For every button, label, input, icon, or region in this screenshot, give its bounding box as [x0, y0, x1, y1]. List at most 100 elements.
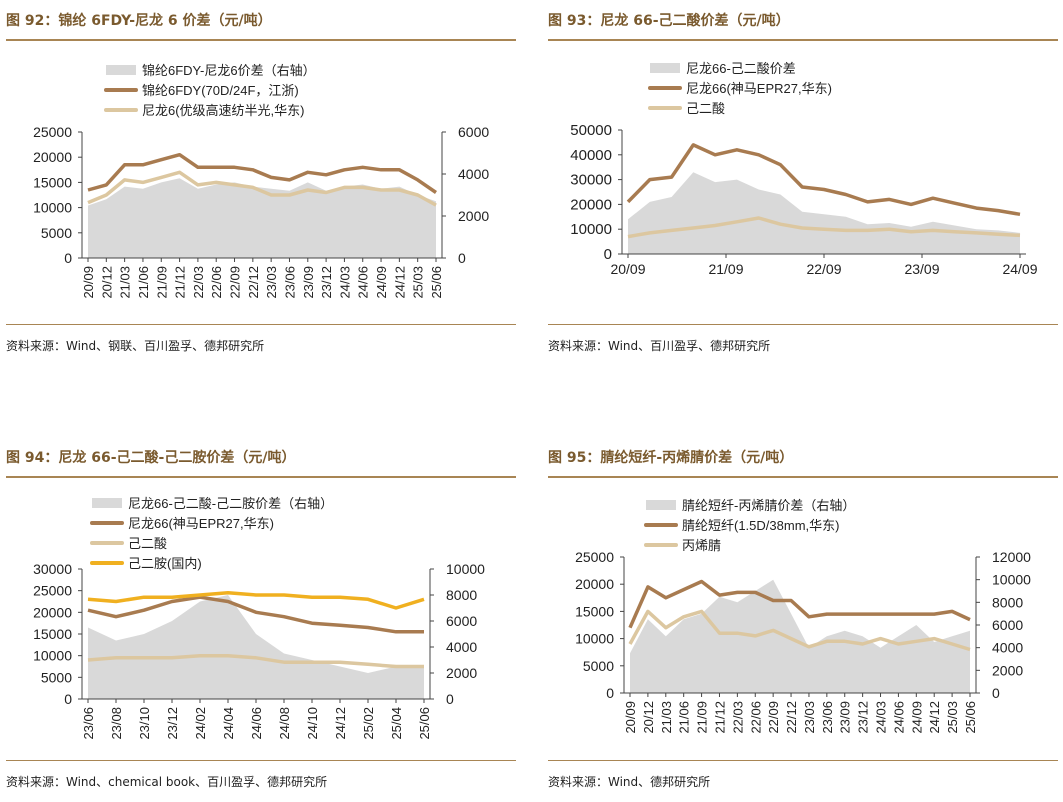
x-tick-label: 24/03 [337, 266, 352, 299]
y-tick-label-right: 6000 [458, 124, 489, 140]
x-tick-label: 23/12 [856, 701, 871, 734]
x-tick-label: 21/09 [154, 266, 169, 299]
chart-panel-93: 图 93：尼龙 66-己二酸价差（元/吨） 尼龙66-己二酸价差 尼龙66(神马E… [548, 10, 1058, 360]
y-tick-label: 5000 [41, 669, 72, 685]
x-tick-label: 24/02 [193, 707, 208, 740]
x-tick-label: 20/09 [610, 261, 645, 277]
legend-label: 己二胺(国内) [128, 556, 202, 571]
legend-label: 尼龙66(神马EPR27,华东) [128, 516, 274, 531]
x-tick-label: 23/09 [904, 261, 939, 277]
title-rule [6, 476, 516, 478]
legend-label: 尼龙66-己二酸-己二胺价差（右轴） [128, 496, 333, 511]
y-tick-label: 0 [606, 685, 614, 701]
x-tick-label: 24/06 [249, 707, 264, 740]
x-tick-label: 23/06 [820, 701, 835, 734]
x-tick-label: 23/06 [81, 707, 96, 740]
series-area [628, 172, 1020, 254]
x-tick-label: 22/12 [784, 701, 799, 734]
x-tick-label: 23/09 [301, 266, 316, 299]
y-tick-label: 30000 [33, 561, 72, 577]
legend-label: 腈纶短纤(1.5D/38mm,华东) [682, 518, 839, 533]
series-area [88, 595, 424, 699]
y-tick-label-right: 0 [992, 685, 1000, 701]
x-tick-label: 22/06 [748, 701, 763, 734]
y-tick-label: 10000 [575, 631, 614, 647]
x-tick-label: 25/06 [963, 701, 978, 734]
x-tick-label: 25/03 [411, 266, 426, 299]
x-tick-label: 21/12 [712, 701, 727, 734]
y-tick-label-right: 8000 [992, 594, 1023, 610]
x-tick-label: 24/12 [333, 707, 348, 740]
y-tick-label-right: 2000 [446, 665, 477, 681]
y-tick-label: 0 [64, 691, 72, 707]
series-line [627, 216, 1021, 239]
source-rule [6, 324, 516, 325]
legend-swatch [92, 498, 122, 508]
x-tick-label: 24/09 [1002, 261, 1037, 277]
y-tick-label: 15000 [33, 174, 72, 190]
y-tick-label: 20000 [33, 149, 72, 165]
x-tick-label: 20/09 [81, 266, 96, 299]
x-tick-label: 22/03 [730, 701, 745, 734]
x-tick-label: 22/09 [806, 261, 841, 277]
x-tick-label: 25/02 [361, 707, 376, 740]
x-tick-label: 22/12 [246, 266, 261, 299]
chart-title: 图 92：锦纶 6FDY-尼龙 6 价差（元/吨） [6, 13, 272, 29]
x-tick-label: 21/09 [695, 701, 710, 734]
x-tick-label: 25/06 [417, 707, 432, 740]
x-tick-label: 23/03 [802, 701, 817, 734]
y-tick-label-right: 8000 [446, 587, 477, 603]
x-tick-label: 21/12 [173, 266, 188, 299]
y-tick-label: 50000 [570, 122, 612, 139]
y-tick-label-right: 10000 [992, 572, 1031, 588]
series-area [630, 579, 970, 693]
legend-label: 尼龙66(神马EPR27,华东) [686, 81, 832, 96]
y-tick-label: 20000 [570, 196, 612, 213]
source-rule [548, 324, 1058, 325]
source-note: 资料来源：Wind、chemical book、百川盈孚、德邦研究所 [6, 775, 328, 789]
x-tick-label: 24/09 [374, 266, 389, 299]
y-tick-label: 15000 [33, 626, 72, 642]
x-tick-label: 24/06 [891, 701, 906, 734]
legend-label: 尼龙66-己二酸价差 [686, 61, 796, 76]
y-tick-label-right: 2000 [992, 662, 1023, 678]
legend-label: 锦纶6FDY(70D/24F，江浙) [142, 83, 299, 98]
x-tick-label: 23/12 [165, 707, 180, 740]
x-tick-label: 21/06 [677, 701, 692, 734]
legend-label: 锦纶6FDY-尼龙6价差（右轴） [142, 63, 316, 78]
x-tick-label: 24/04 [221, 707, 236, 740]
legend-label: 己二酸 [128, 536, 167, 551]
x-tick-label: 20/12 [641, 701, 656, 734]
x-tick-label: 25/04 [389, 707, 404, 740]
series-line [628, 609, 971, 652]
x-tick-label: 24/12 [927, 701, 942, 734]
title-rule [548, 39, 1058, 41]
source-rule [6, 760, 516, 761]
x-tick-label: 23/08 [109, 707, 124, 740]
x-tick-label: 23/03 [264, 266, 279, 299]
y-tick-label: 0 [64, 250, 72, 266]
y-tick-label-right: 4000 [992, 640, 1023, 656]
legend-label: 己二酸 [686, 101, 725, 116]
y-tick-label: 5000 [41, 225, 72, 241]
source-note: 资料来源：Wind、德邦研究所 [548, 775, 711, 789]
x-tick-label: 22/09 [228, 266, 243, 299]
legend-swatch [646, 500, 676, 510]
series-line [87, 653, 424, 669]
legend-swatch [106, 65, 136, 75]
y-tick-label-right: 10000 [446, 561, 485, 577]
legend-label: 尼龙6(优级高速纺半光,华东) [142, 103, 305, 118]
y-tick-label: 0 [604, 246, 612, 263]
x-tick-label: 24/06 [356, 266, 371, 299]
y-tick-label-right: 0 [458, 250, 466, 266]
legend-label: 丙烯腈 [682, 538, 721, 553]
x-tick-label: 25/06 [429, 266, 444, 299]
x-tick-label: 22/09 [766, 701, 781, 734]
chart-panel-92: 图 92：锦纶 6FDY-尼龙 6 价差（元/吨） 锦纶6FDY-尼龙6价差（右… [6, 10, 516, 360]
x-tick-label: 24/08 [277, 707, 292, 740]
x-tick-label: 24/03 [874, 701, 889, 734]
y-tick-label: 15000 [575, 603, 614, 619]
chart-title: 图 94：尼龙 66-己二酸-己二胺价差（元/吨） [6, 450, 296, 466]
x-tick-label: 24/10 [305, 707, 320, 740]
